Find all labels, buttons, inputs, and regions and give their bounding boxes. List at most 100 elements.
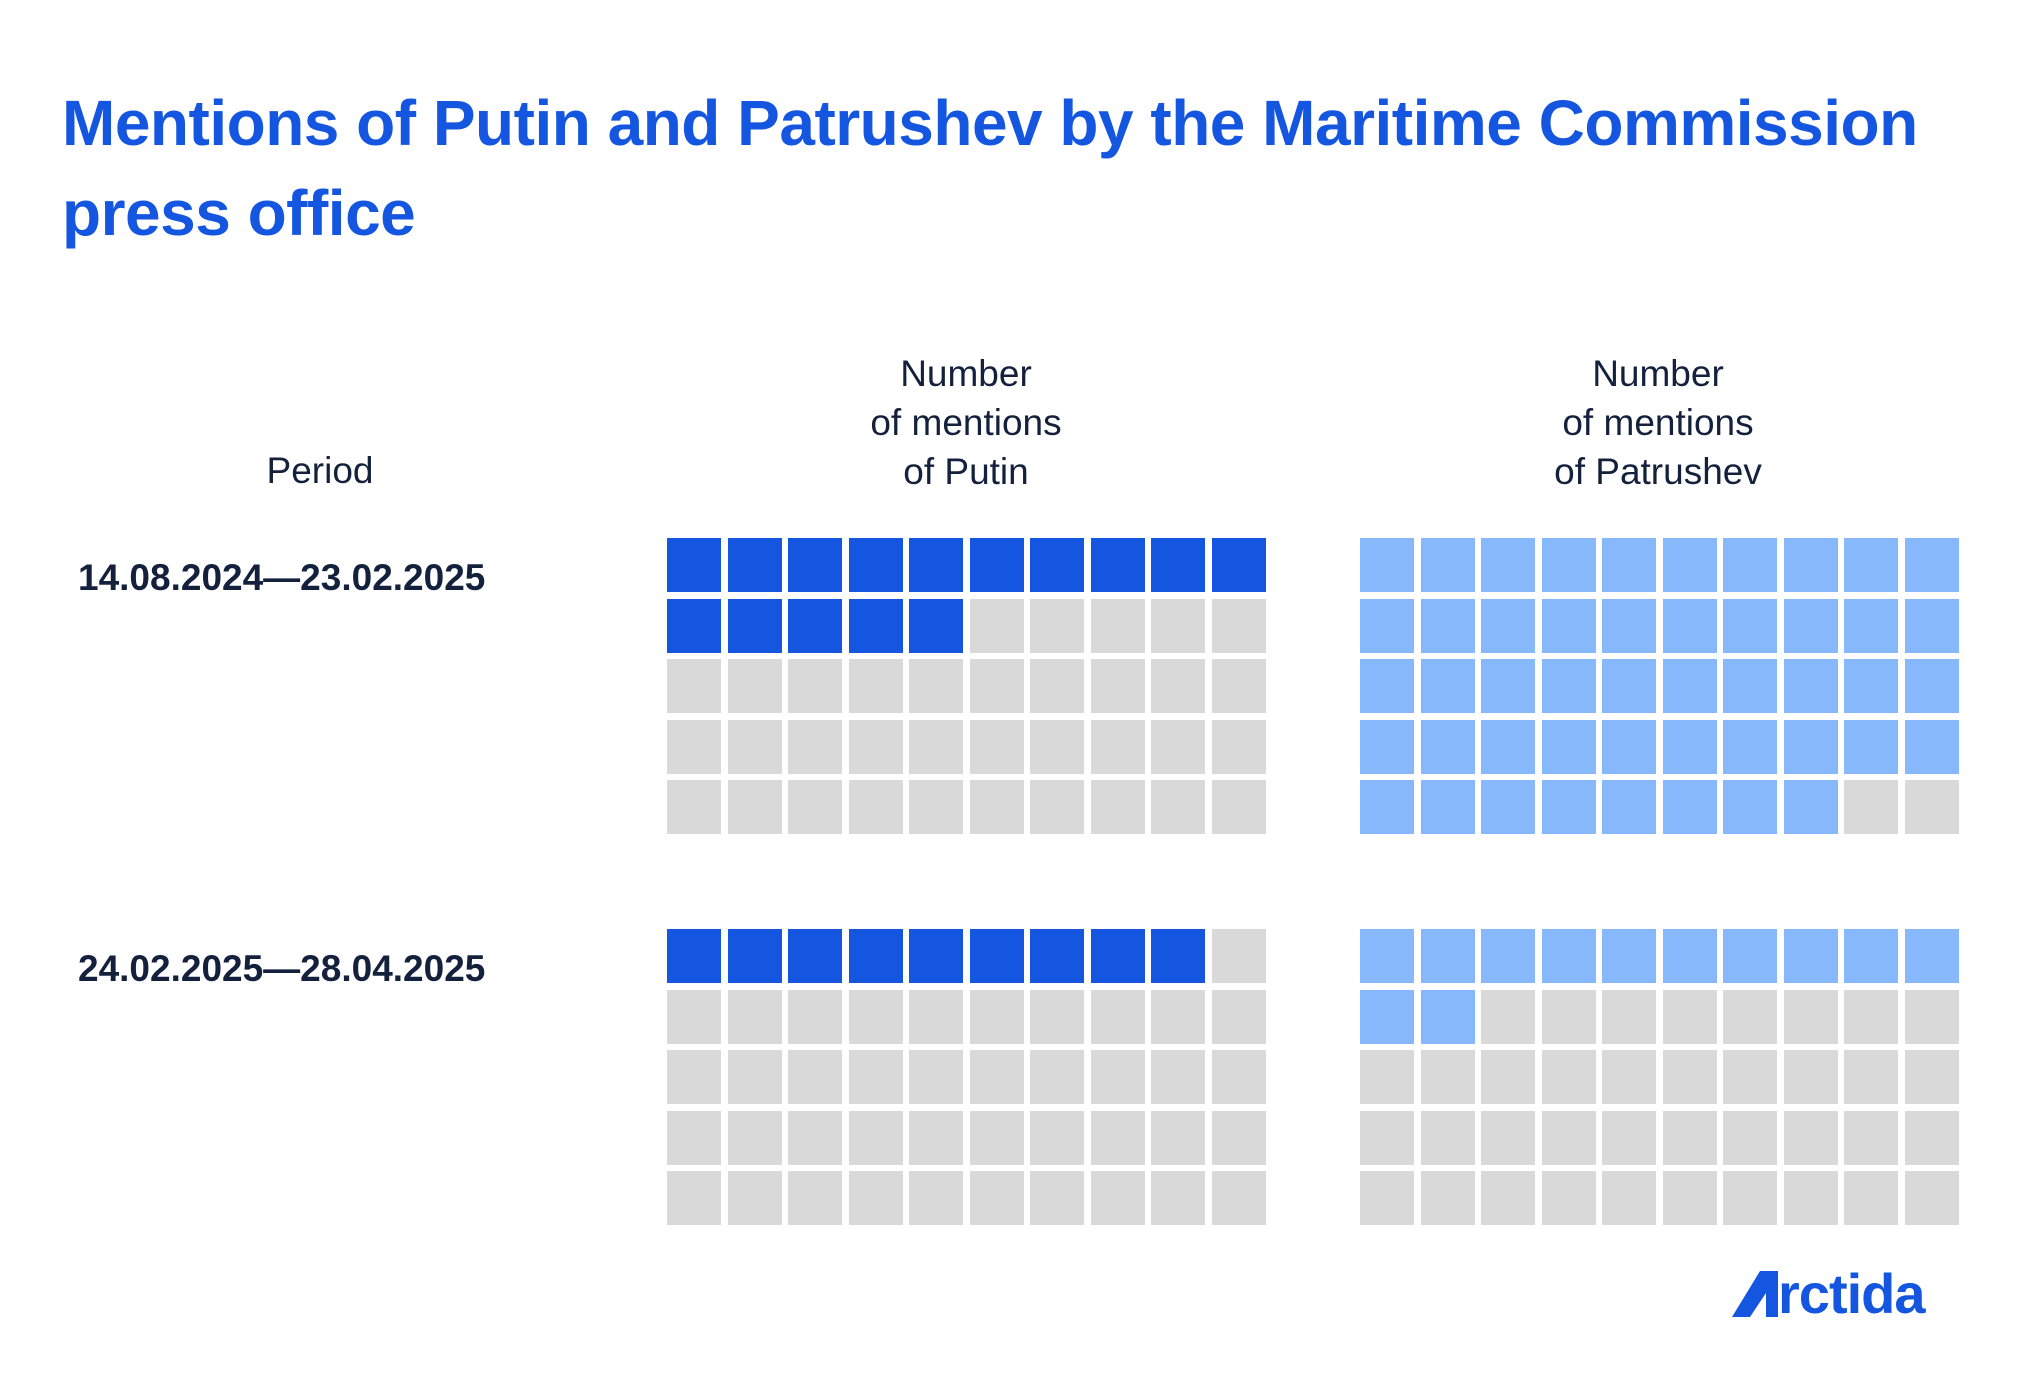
patrushev-mention-cell: [1784, 599, 1838, 653]
patrushev-mention-cell: [1360, 720, 1414, 774]
empty-cell: [1784, 990, 1838, 1044]
putin-mention-cell: [788, 538, 842, 592]
empty-cell: [1030, 659, 1084, 713]
patrushev-column-header: Number of mentions of Patrushev: [1554, 353, 1762, 492]
empty-cell: [1212, 1050, 1266, 1104]
patrushev-mention-cell: [1723, 599, 1777, 653]
empty-cell: [1212, 1111, 1266, 1165]
empty-cell: [849, 659, 903, 713]
patrushev-mention-cell: [1360, 990, 1414, 1044]
patrushev-mention-cell: [1421, 599, 1475, 653]
putin-mention-cell: [1030, 929, 1084, 983]
empty-cell: [909, 1111, 963, 1165]
patrushev-mention-cell: [1723, 538, 1777, 592]
empty-cell: [788, 1171, 842, 1225]
putin-mention-cell: [909, 929, 963, 983]
empty-cell: [909, 720, 963, 774]
empty-cell: [970, 1111, 1024, 1165]
empty-cell: [1030, 780, 1084, 834]
patrushev-mention-cell: [1602, 780, 1656, 834]
empty-cell: [1091, 659, 1145, 713]
empty-cell: [1091, 720, 1145, 774]
patrushev-mention-cell: [1905, 659, 1959, 713]
empty-cell: [667, 1171, 721, 1225]
patrushev-mention-cell: [1542, 929, 1596, 983]
patrushev-mention-cell: [1784, 538, 1838, 592]
patrushev-mention-cell: [1723, 780, 1777, 834]
empty-cell: [1663, 1171, 1717, 1225]
empty-cell: [1421, 1171, 1475, 1225]
patrushev-mention-cell: [1602, 538, 1656, 592]
patrushev-mention-cell: [1421, 538, 1475, 592]
patrushev-mention-cell: [1421, 929, 1475, 983]
patrushev-mention-cell: [1663, 720, 1717, 774]
empty-cell: [909, 1171, 963, 1225]
empty-cell: [1360, 1171, 1414, 1225]
arctida-a-mark-icon: [1732, 1271, 1778, 1317]
putin-mention-cell: [728, 538, 782, 592]
empty-cell: [1091, 1111, 1145, 1165]
empty-cell: [1542, 1050, 1596, 1104]
empty-cell: [1151, 659, 1205, 713]
empty-cell: [1542, 1171, 1596, 1225]
patrushev-mention-cell: [1360, 780, 1414, 834]
patrushev-mention-cell: [1542, 659, 1596, 713]
empty-cell: [1905, 780, 1959, 834]
patrushev-mention-cell: [1360, 659, 1414, 713]
patrushev-mention-cell: [1844, 720, 1898, 774]
patrushev-mention-cell: [1481, 720, 1535, 774]
empty-cell: [1602, 1171, 1656, 1225]
empty-cell: [1481, 1050, 1535, 1104]
empty-cell: [1663, 1111, 1717, 1165]
putin-column-header: Number of mentions of Putin: [870, 353, 1062, 492]
empty-cell: [970, 1171, 1024, 1225]
patrushev-mention-cell: [1421, 990, 1475, 1044]
empty-cell: [849, 780, 903, 834]
empty-cell: [667, 990, 721, 1044]
patrushev-mention-cell: [1542, 780, 1596, 834]
empty-cell: [1212, 929, 1266, 983]
putin-mention-cell: [788, 599, 842, 653]
patrushev-mention-cell: [1784, 780, 1838, 834]
putin-mention-cell: [667, 538, 721, 592]
empty-cell: [970, 599, 1024, 653]
empty-cell: [1663, 1050, 1717, 1104]
empty-cell: [1030, 1050, 1084, 1104]
empty-cell: [970, 1050, 1024, 1104]
empty-cell: [728, 659, 782, 713]
patrushev-mention-cell: [1602, 599, 1656, 653]
putin-mention-cell: [1091, 538, 1145, 592]
empty-cell: [1091, 599, 1145, 653]
putin-mention-cell: [667, 599, 721, 653]
patrushev-mention-cell: [1663, 929, 1717, 983]
putin-mention-cell: [1151, 538, 1205, 592]
patrushev-mention-cell: [1905, 720, 1959, 774]
putin-mention-cell: [1151, 929, 1205, 983]
empty-cell: [1360, 1050, 1414, 1104]
putin-mention-cell: [728, 929, 782, 983]
empty-cell: [1091, 780, 1145, 834]
empty-cell: [1091, 990, 1145, 1044]
empty-cell: [1905, 1050, 1959, 1104]
empty-cell: [1784, 1111, 1838, 1165]
empty-cell: [1723, 990, 1777, 1044]
empty-cell: [667, 720, 721, 774]
empty-cell: [849, 1171, 903, 1225]
putin-mention-cell: [1091, 929, 1145, 983]
patrushev-mention-cell: [1905, 538, 1959, 592]
empty-cell: [849, 990, 903, 1044]
patrushev-mention-cell: [1844, 599, 1898, 653]
empty-cell: [1481, 990, 1535, 1044]
empty-cell: [1784, 1171, 1838, 1225]
empty-cell: [1663, 990, 1717, 1044]
putin-mention-cell: [909, 538, 963, 592]
patrushev-mention-cell: [1844, 538, 1898, 592]
empty-cell: [728, 720, 782, 774]
empty-cell: [1151, 599, 1205, 653]
patrushev-mention-cell: [1905, 599, 1959, 653]
patrushev-mention-cell: [1481, 929, 1535, 983]
patrushev-mention-cell: [1542, 538, 1596, 592]
patrushev-waffle-period-1: [1360, 538, 1960, 835]
empty-cell: [1421, 1050, 1475, 1104]
empty-cell: [1905, 990, 1959, 1044]
